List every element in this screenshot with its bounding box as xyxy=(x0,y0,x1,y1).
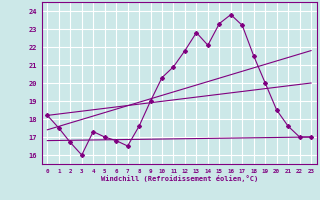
X-axis label: Windchill (Refroidissement éolien,°C): Windchill (Refroidissement éolien,°C) xyxy=(100,175,258,182)
